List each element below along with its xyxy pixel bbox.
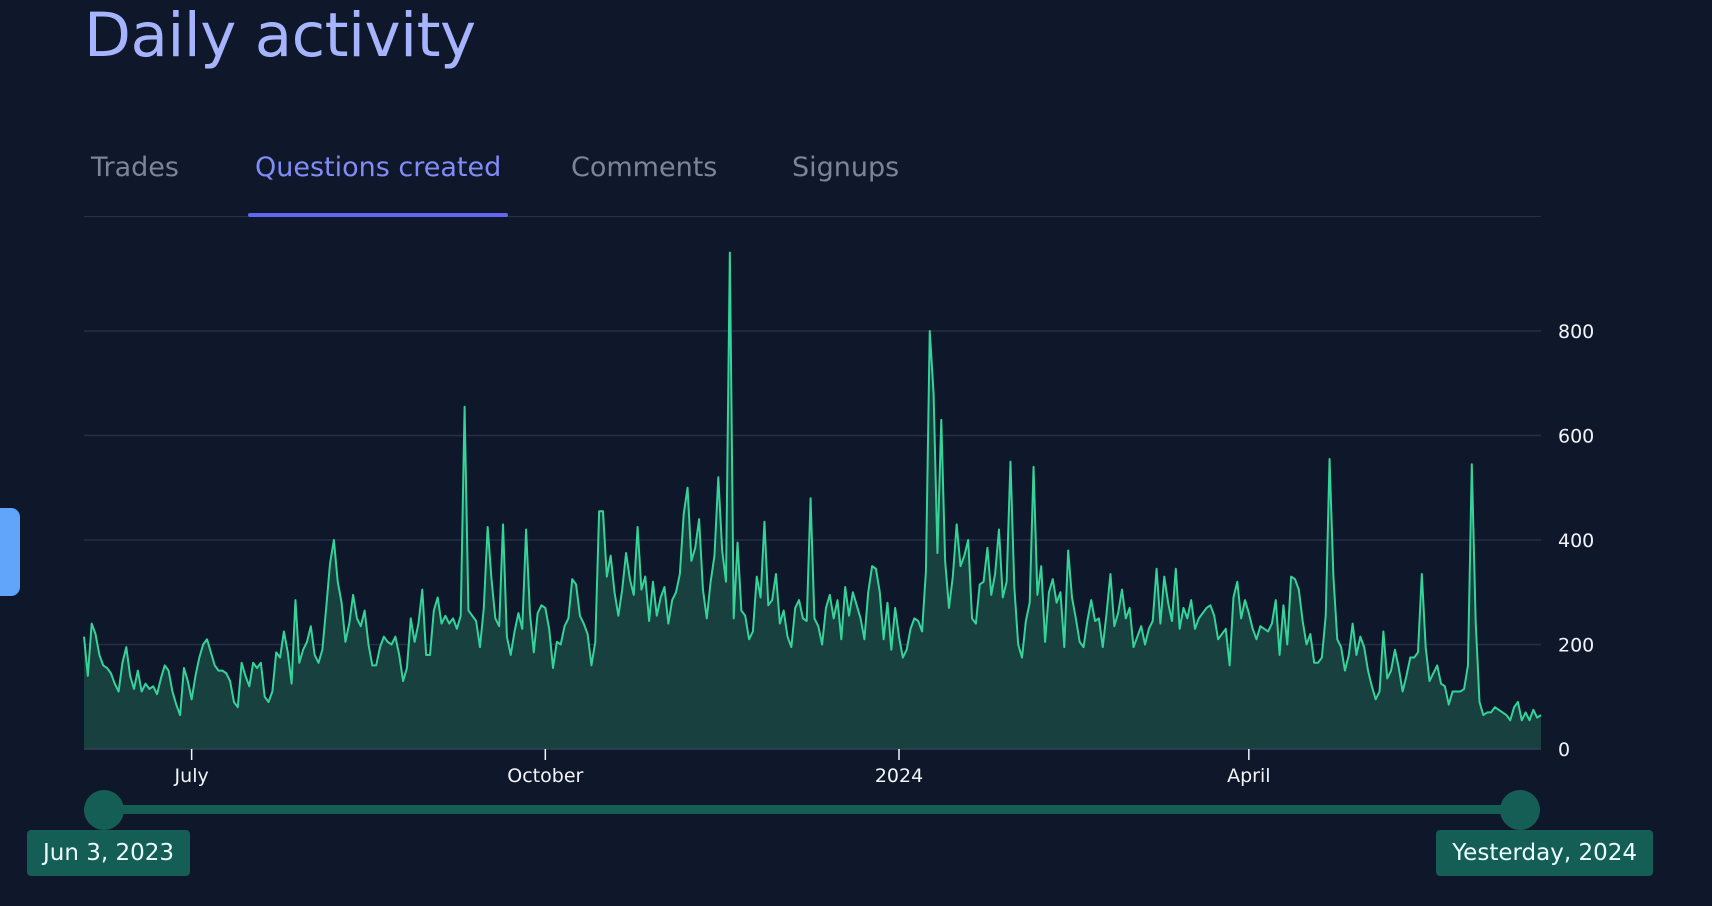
x-tick-label: October — [507, 765, 583, 786]
range-end-label: Yesterday, 2024 — [1436, 830, 1653, 876]
y-tick-label: 200 — [1558, 635, 1594, 657]
y-tick-label: 400 — [1558, 530, 1594, 552]
y-axis-ticks: 0 200 400 600 800 — [1558, 321, 1594, 761]
x-tick-label: July — [174, 765, 209, 786]
tab-label: Signups — [792, 152, 900, 183]
tab-signups[interactable]: Signups — [785, 138, 906, 216]
page-title: Daily activity — [84, 0, 476, 71]
x-tick-label: April — [1227, 765, 1270, 786]
y-tick-label: 600 — [1558, 426, 1594, 448]
range-start-handle[interactable] — [84, 790, 124, 830]
date-range-track[interactable] — [104, 805, 1520, 814]
side-panel-tab[interactable] — [0, 508, 20, 596]
tab-label: Questions created — [255, 152, 502, 183]
tab-label: Comments — [571, 152, 718, 183]
tab-bar: Trades Questions created Comments Signup… — [84, 138, 1541, 217]
x-tick-label: 2024 — [875, 765, 923, 786]
chart-series-line — [83, 251, 1542, 722]
activity-chart: July October 2024 April 0 200 400 600 800 — [83, 251, 1594, 786]
range-end-handle[interactable] — [1500, 790, 1540, 830]
range-start-label: Jun 3, 2023 — [27, 830, 191, 876]
x-axis-ticks: July October 2024 April — [174, 749, 1271, 786]
tab-comments[interactable]: Comments — [564, 138, 724, 216]
chart-area-fill — [84, 252, 1541, 749]
tab-questions-created[interactable]: Questions created — [248, 138, 509, 217]
y-tick-label: 0 — [1558, 739, 1570, 761]
tab-label: Trades — [91, 152, 179, 183]
tab-trades[interactable]: Trades — [84, 138, 186, 216]
y-tick-label: 800 — [1558, 321, 1594, 343]
